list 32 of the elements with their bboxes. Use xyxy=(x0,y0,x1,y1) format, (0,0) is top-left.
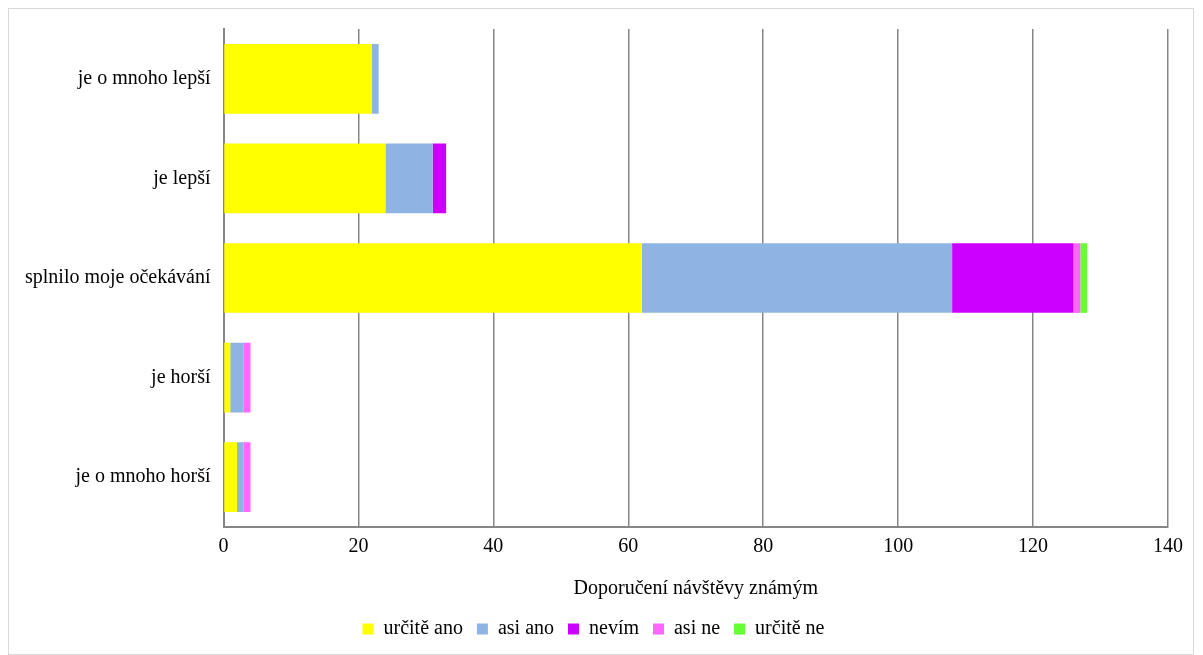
y-tick-label: je o mnoho lepší xyxy=(76,66,211,90)
x-tick-label: 140 xyxy=(1153,534,1183,557)
y-tick-label: je horší xyxy=(150,364,211,388)
bar xyxy=(641,243,953,313)
y-tick-label: splnilo moje očekávání xyxy=(24,265,211,289)
x-tick-label: 100 xyxy=(883,534,914,557)
x-tick-label: 120 xyxy=(1018,534,1049,557)
legend-label: asi ano xyxy=(497,616,554,639)
bar xyxy=(952,243,1074,313)
legend-label: určitě ano xyxy=(383,616,463,639)
bar xyxy=(432,143,447,214)
bar xyxy=(224,342,231,413)
bar xyxy=(237,442,244,513)
legend-label: určitě ne xyxy=(755,616,825,639)
bar xyxy=(385,143,433,214)
legend-label: nevím xyxy=(589,616,640,639)
bar xyxy=(371,43,379,114)
x-tick-label: 20 xyxy=(348,534,369,557)
x-tick-label: 60 xyxy=(618,534,639,557)
y-tick-label: je o mnoho horší xyxy=(74,464,211,488)
bar xyxy=(224,43,372,114)
bar xyxy=(230,342,244,413)
bar xyxy=(224,243,642,313)
x-tick-label: 0 xyxy=(218,534,229,557)
bar xyxy=(224,442,237,513)
y-tick-label: je lepší xyxy=(152,165,211,189)
legend-label: asi ne xyxy=(674,616,721,639)
x-tick-label: 40 xyxy=(483,534,504,557)
bar xyxy=(224,143,386,214)
x-tick-label: 80 xyxy=(753,534,774,557)
x-axis-title: Doporučení návštěvy známým xyxy=(573,576,819,600)
bar xyxy=(1080,243,1088,313)
